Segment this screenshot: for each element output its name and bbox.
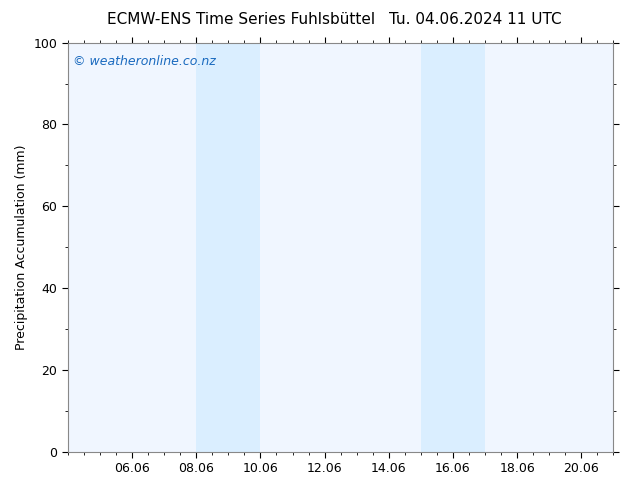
Text: Tu. 04.06.2024 11 UTC: Tu. 04.06.2024 11 UTC — [389, 12, 562, 27]
Bar — [197, 43, 228, 452]
Bar — [228, 43, 261, 452]
Text: ECMW-ENS Time Series Fuhlsbüttel: ECMW-ENS Time Series Fuhlsbüttel — [107, 12, 375, 27]
Y-axis label: Precipitation Accumulation (mm): Precipitation Accumulation (mm) — [15, 145, 28, 350]
Text: © weatheronline.co.nz: © weatheronline.co.nz — [74, 55, 216, 68]
Bar — [453, 43, 485, 452]
Bar — [421, 43, 453, 452]
